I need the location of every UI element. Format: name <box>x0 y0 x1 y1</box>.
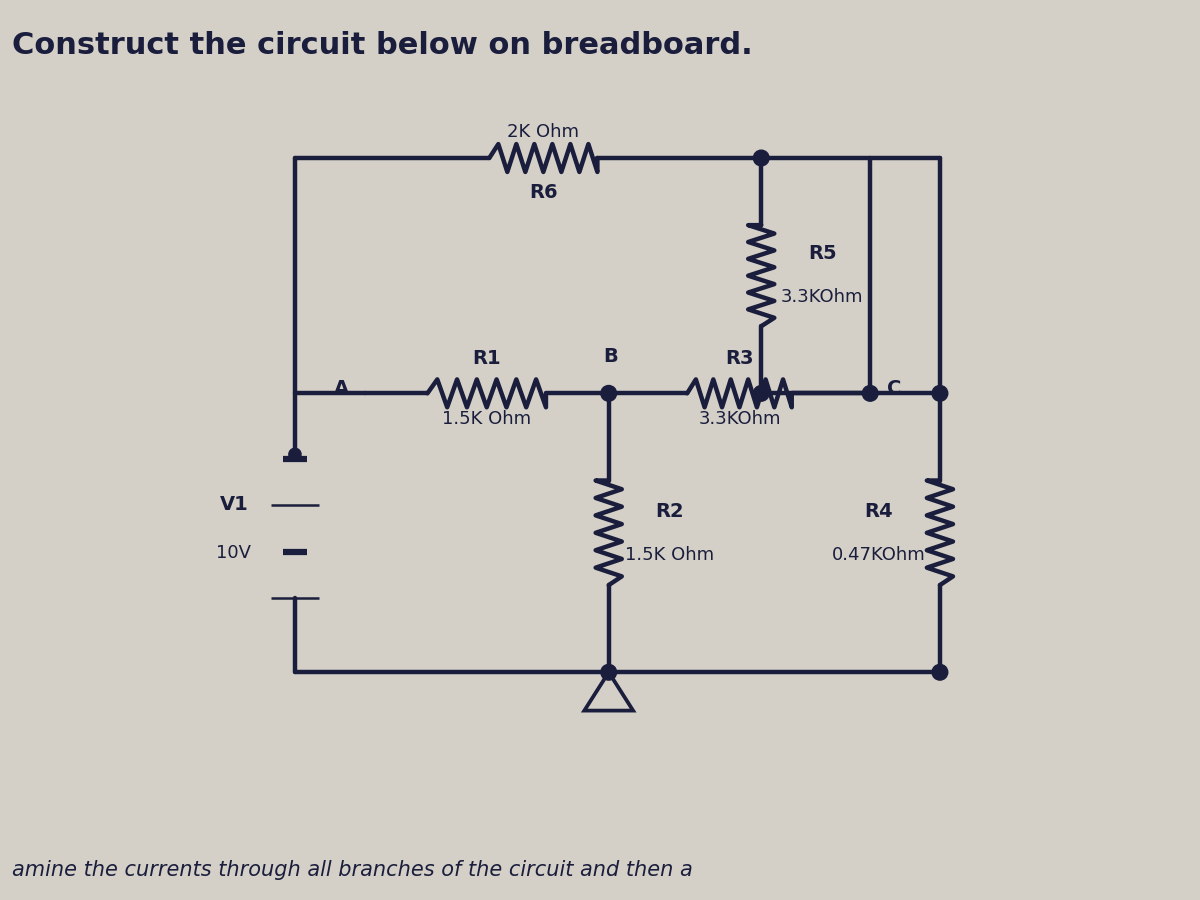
Text: R6: R6 <box>529 184 558 202</box>
Circle shape <box>289 448 301 461</box>
Circle shape <box>863 385 878 401</box>
Circle shape <box>932 385 948 401</box>
Text: V1: V1 <box>220 494 248 514</box>
Text: R4: R4 <box>864 501 893 520</box>
Circle shape <box>754 385 769 401</box>
Circle shape <box>601 664 617 680</box>
Text: 3.3KOhm: 3.3KOhm <box>698 410 781 428</box>
Text: 1.5K Ohm: 1.5K Ohm <box>442 410 532 428</box>
Text: 2K Ohm: 2K Ohm <box>508 123 580 141</box>
Text: C: C <box>888 380 901 399</box>
Text: 1.5K Ohm: 1.5K Ohm <box>625 545 714 563</box>
Text: Construct the circuit below on breadboard.: Construct the circuit below on breadboar… <box>12 32 752 60</box>
Text: 3.3KOhm: 3.3KOhm <box>781 289 864 307</box>
Text: amine the currents through all branches of the circuit and then a: amine the currents through all branches … <box>12 860 692 880</box>
Text: A: A <box>334 380 349 399</box>
Text: 10V: 10V <box>216 544 252 562</box>
Circle shape <box>754 150 769 166</box>
Text: 0.47KOhm: 0.47KOhm <box>832 545 925 563</box>
Text: R3: R3 <box>725 349 754 368</box>
Text: R1: R1 <box>473 349 502 368</box>
Text: R2: R2 <box>655 501 684 520</box>
Circle shape <box>932 664 948 680</box>
Text: R5: R5 <box>808 245 836 264</box>
Circle shape <box>601 385 617 401</box>
Text: B: B <box>604 347 618 366</box>
